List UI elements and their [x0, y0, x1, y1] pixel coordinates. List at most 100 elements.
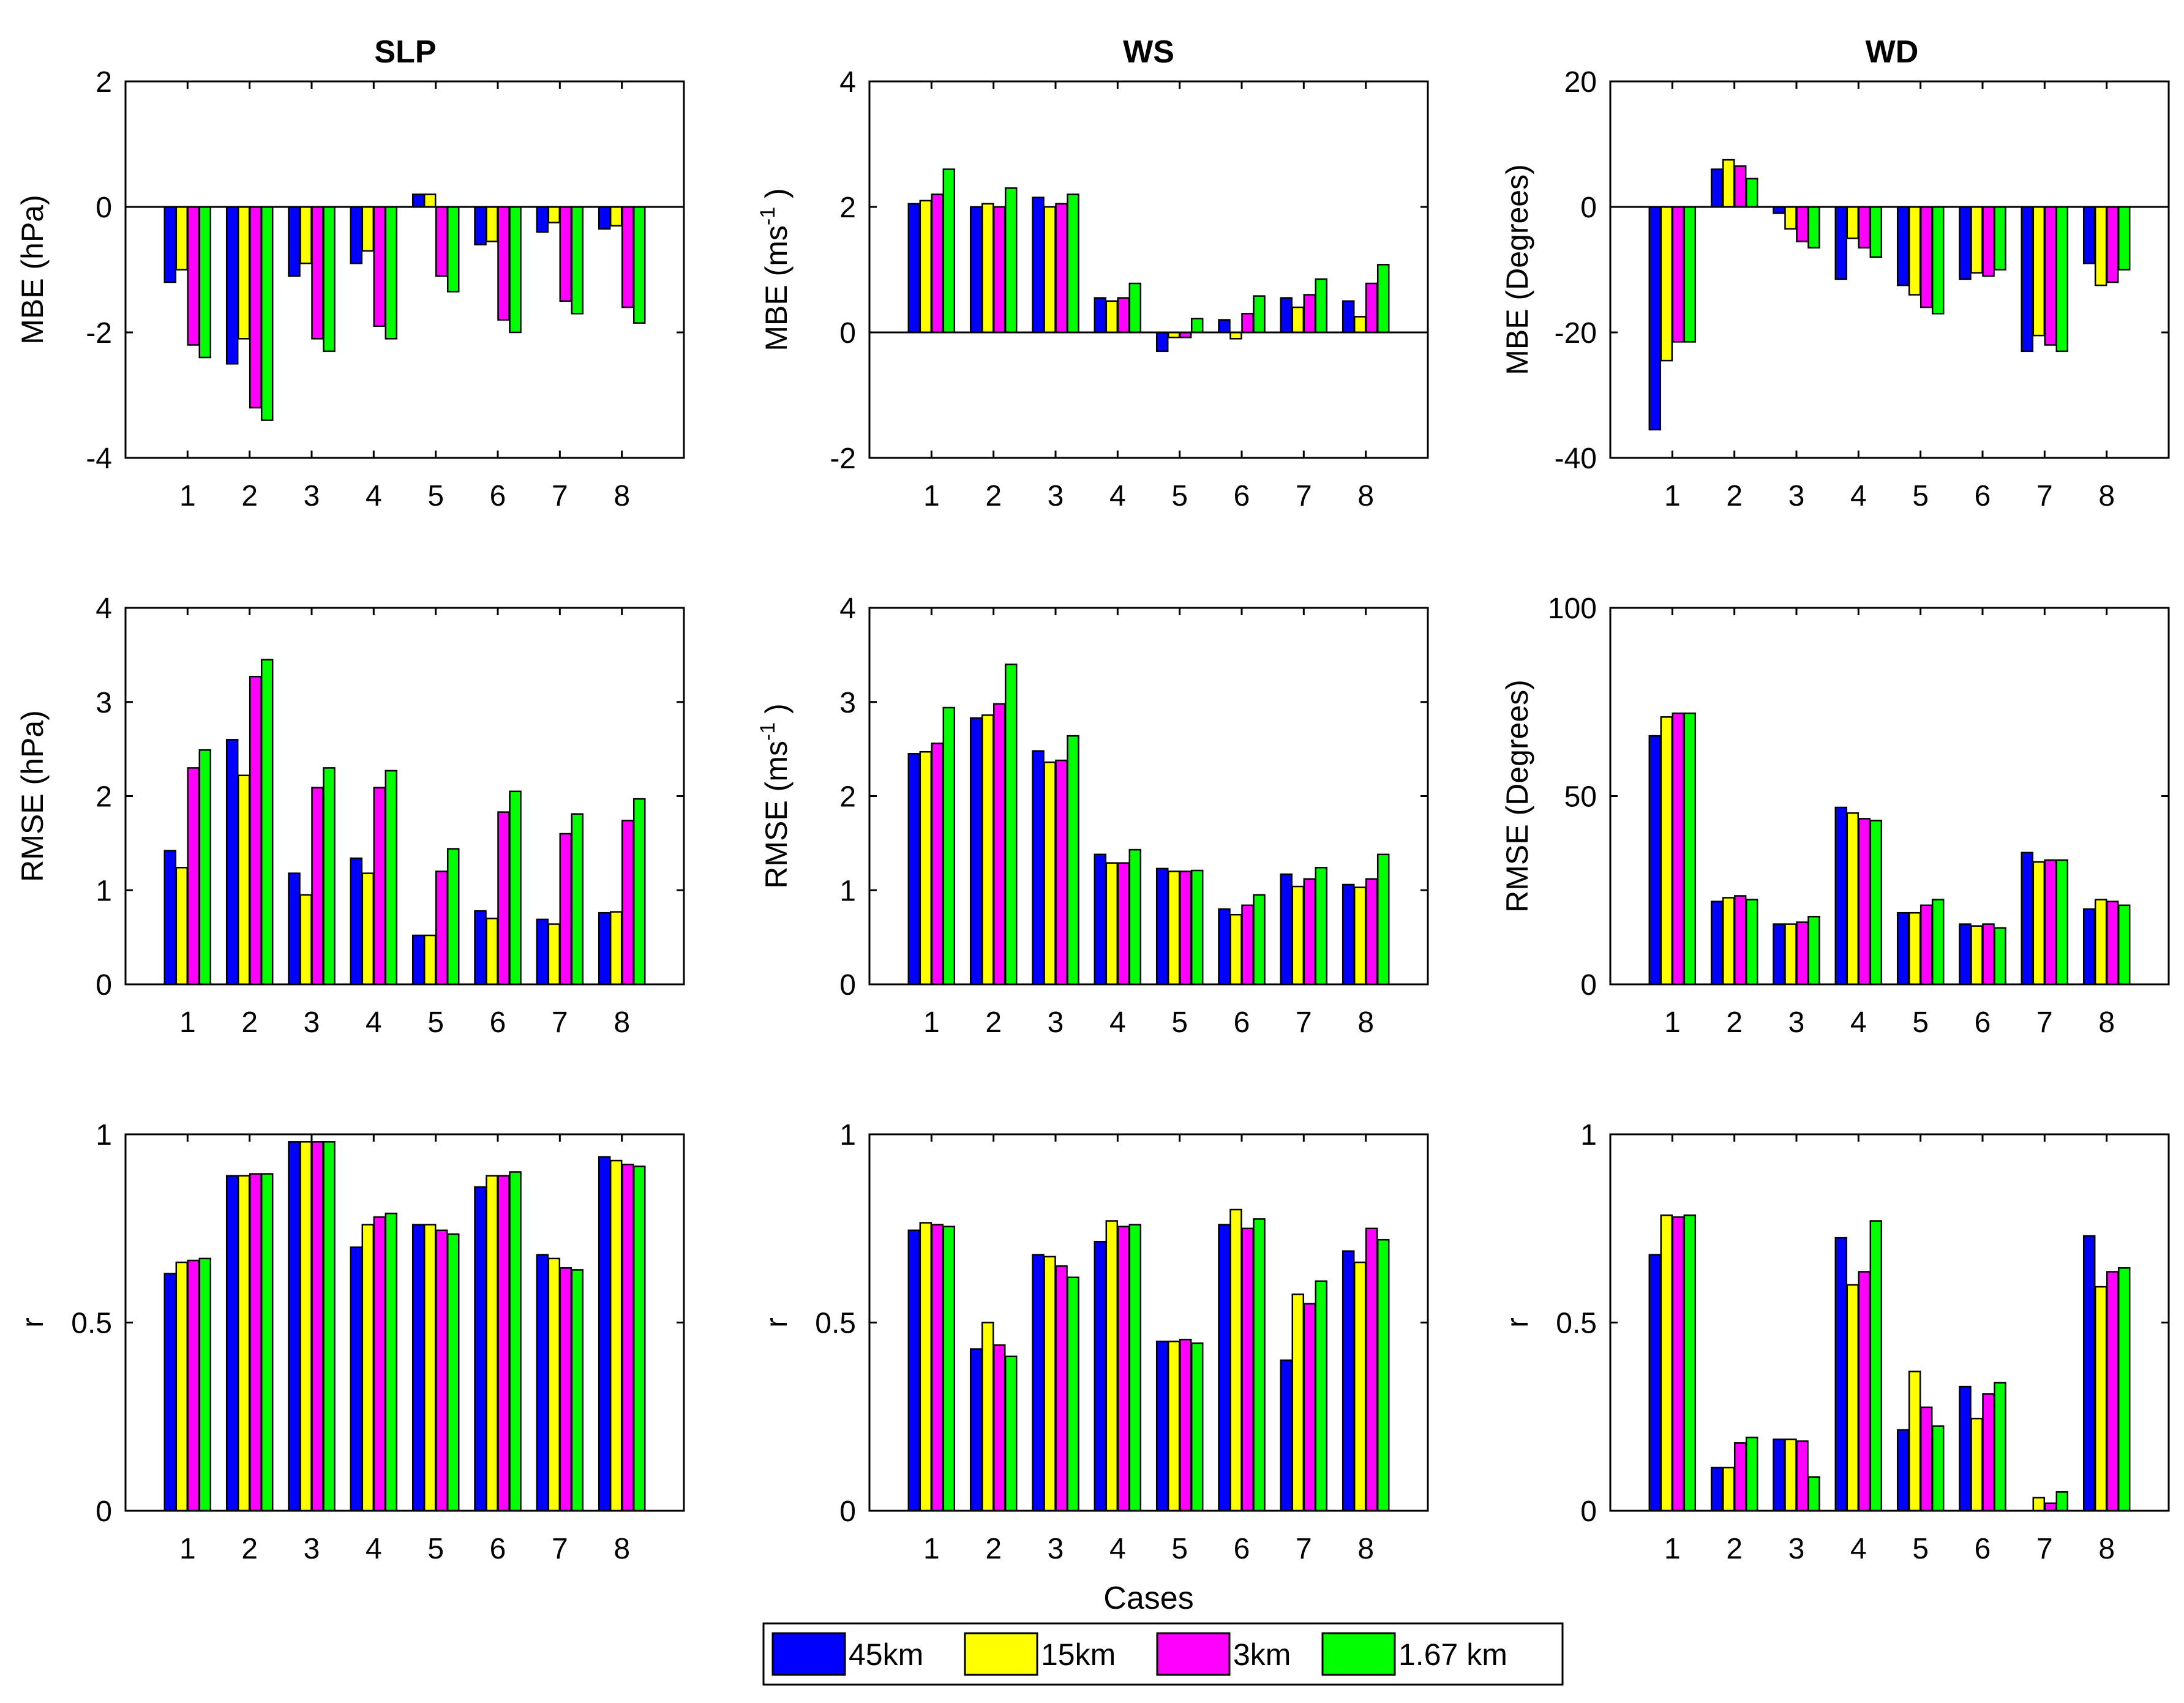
bar-rmse-slp-case-6-167km	[509, 790, 522, 986]
bar-mbe-wd-case-3-3km	[1796, 206, 1809, 242]
bar-rmse-ws-case-4-167km	[1128, 848, 1142, 986]
x-tick-label: 6	[490, 1533, 506, 1565]
bar-r-wd-case-5-45km	[1896, 1429, 1910, 1512]
x-tick-label: 5	[427, 1006, 444, 1039]
bar-rmse-wd-case-5-167km	[1931, 899, 1945, 986]
x-tick-label: 5	[1171, 480, 1188, 512]
bar-mbe-wd-case-7-45km	[2021, 206, 2034, 353]
bar-mbe-wd-case-6-15km	[1970, 206, 1983, 274]
x-tick-label: 3	[1048, 1533, 1064, 1565]
x-tick-label: 4	[1109, 1006, 1126, 1039]
y-tick-label: 1	[839, 875, 856, 907]
bar-r-slp-case-6-15km	[486, 1175, 498, 1512]
bar-rmse-slp-case-7-15km	[547, 923, 561, 986]
bar-r-ws-case-2-3km	[993, 1344, 1006, 1512]
bar-r-ws-case-4-167km	[1128, 1224, 1142, 1512]
legend: 45km 15km 3km 1.67 km	[762, 1622, 1564, 1686]
bar-r-wd-case-3-167km	[1807, 1476, 1820, 1512]
bar-rmse-wd-case-2-167km	[1745, 899, 1758, 986]
x-tick-label: 7	[2036, 1533, 2053, 1565]
x-tick-label: 3	[1788, 480, 1805, 512]
bar-r-wd-case-8-3km	[2106, 1271, 2119, 1512]
y-tick-label: 0	[96, 1495, 112, 1528]
x-tick-label: 2	[241, 1533, 258, 1565]
x-tick-label: 7	[552, 480, 568, 512]
x-tick-label: 6	[1975, 1533, 1991, 1565]
bar-rmse-wd-case-7-45km	[2021, 852, 2034, 986]
bar-rmse-slp-case-2-15km	[237, 774, 250, 986]
bar-rmse-wd-case-6-167km	[1994, 927, 2006, 986]
bar-r-slp-case-7-167km	[571, 1269, 584, 1512]
bar-rmse-ws-case-5-3km	[1179, 870, 1192, 986]
bar-r-wd-case-5-15km	[1908, 1371, 1921, 1512]
x-tick-label: 7	[1296, 480, 1312, 512]
bar-rmse-wd-case-3-3km	[1796, 921, 1809, 986]
bar-mbe-ws-case-4-167km	[1128, 282, 1142, 334]
bar-r-slp-case-8-15km	[609, 1159, 623, 1512]
y-tick-label: 4	[839, 66, 856, 99]
bar-r-wd-case-2-3km	[1733, 1442, 1747, 1512]
bar-mbe-wd-case-8-167km	[2117, 206, 2131, 271]
bar-rmse-ws-case-7-3km	[1303, 878, 1316, 986]
bar-r-wd-case-1-167km	[1683, 1214, 1697, 1512]
bar-rmse-slp-case-2-45km	[225, 739, 239, 986]
x-tick-label: 2	[985, 1533, 1002, 1565]
panel-rmse-ws: 0 1 2 3 4 1 2 3 4 5 6 7 8 RMSE (ms-1 )	[756, 593, 1429, 1039]
bar-r-slp-case-1-167km	[198, 1257, 212, 1512]
y-axis-label-r-ws: r	[759, 1317, 794, 1328]
x-tick-label: 1	[179, 1533, 196, 1565]
bar-rmse-ws-case-4-3km	[1117, 862, 1130, 986]
x-tick-label: 4	[1850, 1006, 1867, 1039]
bar-rmse-slp-case-3-167km	[323, 767, 336, 986]
x-tick-label: 1	[1664, 1006, 1681, 1039]
bar-rmse-ws-case-1-45km	[907, 753, 921, 986]
bar-mbe-slp-case-7-167km	[571, 206, 584, 315]
bar-mbe-slp-case-2-167km	[260, 206, 274, 421]
bar-r-ws-case-8-15km	[1353, 1261, 1367, 1512]
bar-rmse-wd-case-4-3km	[1858, 818, 1871, 986]
bar-rmse-slp-case-3-15km	[299, 894, 312, 986]
bar-rmse-slp-case-4-167km	[385, 769, 398, 986]
bar-mbe-ws-case-2-167km	[1004, 187, 1018, 334]
bar-mbe-slp-case-8-3km	[621, 206, 634, 309]
bar-mbe-slp-case-6-167km	[509, 206, 522, 334]
y-tick-label: 0	[839, 317, 856, 350]
bar-rmse-ws-case-3-45km	[1032, 750, 1045, 986]
bar-r-wd-case-1-45km	[1648, 1254, 1662, 1512]
panel-r-wd: 0 0.5 1 1 2 3 4 5 6 7 8 r	[1500, 1119, 2170, 1565]
bar-r-ws-case-4-45km	[1094, 1241, 1107, 1512]
bar-r-ws-case-1-167km	[942, 1226, 956, 1512]
x-tick-label: 4	[1850, 1533, 1867, 1565]
bar-rmse-slp-case-8-45km	[598, 911, 611, 986]
bar-r-slp-case-4-167km	[385, 1212, 398, 1512]
bar-r-slp-case-1-45km	[163, 1273, 177, 1512]
bar-mbe-slp-case-8-45km	[598, 206, 611, 230]
legend-label-15km: 15km	[1041, 1638, 1116, 1672]
bar-mbe-wd-case-6-3km	[1982, 206, 1995, 277]
bar-rmse-wd-case-4-167km	[1869, 820, 1883, 986]
bar-rmse-slp-case-2-167km	[260, 659, 274, 986]
bar-rmse-slp-case-2-3km	[249, 675, 262, 986]
y-tick-label: 2	[839, 781, 856, 814]
x-tick-label: 4	[1109, 480, 1126, 512]
column-title-wd: WD	[1866, 34, 1919, 70]
y-tick-label: 0	[839, 969, 856, 1001]
bar-mbe-wd-case-5-45km	[1896, 206, 1910, 286]
x-tick-label: 1	[179, 1006, 196, 1039]
bar-rmse-ws-case-1-167km	[942, 706, 956, 986]
bar-mbe-wd-case-4-45km	[1834, 206, 1848, 280]
bar-rmse-ws-case-6-45km	[1218, 908, 1231, 986]
bar-mbe-ws-case-4-45km	[1094, 297, 1107, 334]
bar-mbe-slp-case-5-15km	[423, 193, 437, 208]
legend-label-1-67km: 1.67 km	[1398, 1638, 1507, 1672]
bar-rmse-ws-case-8-3km	[1365, 878, 1378, 986]
x-tick-label: 6	[490, 1006, 506, 1039]
x-tick-label: 7	[552, 1006, 568, 1039]
bar-mbe-ws-case-7-15km	[1291, 306, 1305, 334]
bar-rmse-ws-case-4-45km	[1094, 853, 1107, 986]
y-tick-label: 1	[839, 1119, 856, 1151]
bar-r-ws-case-2-15km	[981, 1322, 994, 1512]
y-tick-label: 0.5	[1556, 1308, 1597, 1340]
bar-mbe-wd-case-3-45km	[1773, 206, 1785, 214]
bar-mbe-wd-case-1-167km	[1683, 206, 1697, 343]
